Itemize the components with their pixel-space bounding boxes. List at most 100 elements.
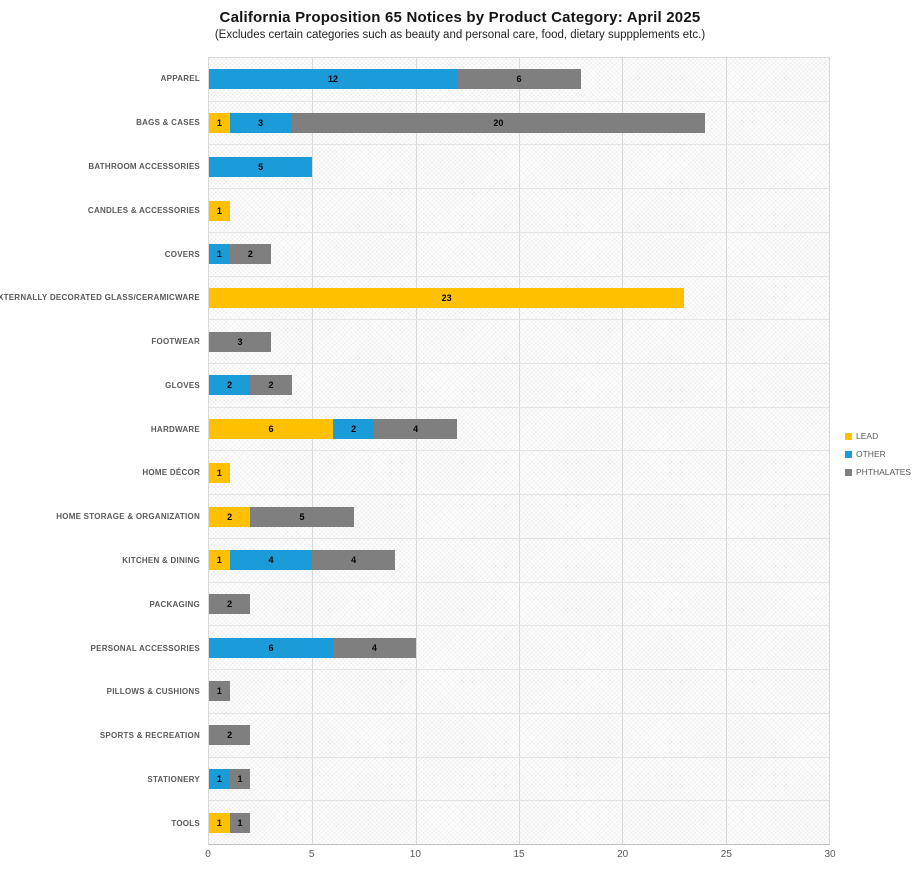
data-label: 2	[227, 380, 233, 391]
plot-rows: 12 6 1 3 20 5 1 1 2 23 3 2 2 6 2 4 1 2 5 1 4 4 2 6 4 1 2 1 1 1 1	[209, 58, 829, 844]
data-label: 1	[216, 817, 222, 828]
x-tick-label: 15	[513, 849, 525, 860]
bar-segment-phthalates: 2	[209, 725, 251, 746]
stacked-bar: 1 4 4	[209, 550, 396, 571]
legend-swatch	[845, 450, 852, 458]
bar-segment-phthalates: 4	[312, 550, 396, 571]
stacked-bar: 1	[209, 462, 230, 483]
data-label: 2	[227, 730, 233, 741]
bar-segment-other: 3	[229, 113, 292, 134]
stacked-bar: 12 6	[209, 69, 581, 90]
data-label: 2	[247, 249, 253, 260]
stacked-bar: 1	[209, 200, 230, 221]
chart-subtitle: (Excludes certain categories such as bea…	[214, 29, 706, 41]
bar-segment-phthalates: 2	[229, 244, 271, 265]
x-axis: 0 5 10 15 20 25 30	[205, 849, 835, 863]
chart-row: 2	[209, 712, 829, 757]
data-label: 1	[216, 118, 222, 129]
category-label: PERSONAL ACCESSORIES	[90, 643, 200, 653]
bar-segment-phthalates: 4	[333, 637, 416, 658]
chart-row: 1	[209, 188, 829, 232]
data-label: 20	[493, 118, 504, 129]
x-tick-label: 20	[617, 849, 629, 860]
bar-segment-phthalates: 20	[291, 113, 705, 134]
stacked-bar: 5	[209, 156, 313, 177]
data-label: 1	[216, 467, 222, 478]
plot-area: 12 6 1 3 20 5 1 1 2 23 3 2 2 6 2 4 1 2 5 1 4 4 2 6 4 1 2 1 1 1 1	[208, 57, 830, 845]
chart-row: 1	[209, 669, 829, 713]
category-label: KITCHEN & DINING	[122, 555, 200, 565]
category-label: PACKAGING	[149, 599, 200, 609]
category-label: TOOLS	[171, 818, 200, 828]
data-label: 2	[351, 424, 357, 435]
bar-segment-lead: 1	[209, 113, 230, 134]
data-label: 4	[268, 555, 274, 566]
data-label: 1	[216, 773, 222, 784]
category-label: STATIONERY	[147, 774, 200, 784]
x-tick-label: 30	[824, 849, 836, 860]
data-label: 1	[216, 686, 222, 697]
bar-segment-phthalates: 1	[209, 681, 230, 702]
category-label: BATHROOM ACCESSORIES	[88, 161, 200, 171]
data-label: 1	[216, 205, 222, 216]
bar-segment-phthalates: 2	[250, 375, 292, 396]
stacked-bar: 3	[209, 331, 271, 352]
bar-segment-phthalates: 6	[457, 69, 581, 90]
bar-segment-phthalates: 3	[209, 331, 271, 352]
category-label: EXTERNALLY DECORATED GLASS/CERAMICWARE	[0, 293, 200, 303]
category-label: CANDLES & ACCESSORIES	[87, 205, 200, 215]
data-label: 4	[413, 424, 419, 435]
data-label: 3	[258, 118, 264, 129]
chart-row: 6 2 4	[209, 406, 829, 451]
data-label: 6	[516, 74, 522, 85]
chart-row: 1 4 4	[209, 537, 829, 582]
bar-segment-other: 4	[229, 550, 313, 571]
stacked-bar: 6 2 4	[209, 419, 457, 440]
data-label: 4	[371, 642, 377, 653]
stacked-bar: 23	[209, 287, 685, 308]
legend-item-lead: LEAD	[845, 431, 911, 441]
bar-segment-phthalates: 2	[209, 593, 251, 614]
bar-segment-other: 1	[209, 244, 230, 265]
data-label: 12	[327, 74, 338, 85]
stacked-bar: 2	[209, 725, 251, 746]
category-label: SPORTS & RECREATION	[99, 731, 200, 741]
data-label: 4	[351, 555, 357, 566]
data-label: 2	[227, 598, 233, 609]
x-tick-label: 5	[308, 849, 315, 860]
category-label: COVERS	[164, 249, 200, 259]
stacked-bar: 2	[209, 593, 251, 614]
data-label: 6	[268, 642, 274, 653]
legend-swatch	[845, 468, 852, 476]
bar-segment-other: 1	[209, 768, 230, 789]
data-label: 1	[216, 555, 222, 566]
category-label: FOOTWEAR	[151, 337, 200, 347]
stacked-bar: 1	[209, 681, 230, 702]
data-label: 1	[237, 773, 243, 784]
bar-segment-lead: 1	[209, 550, 230, 571]
legend-item-phthalates: PHTHALATES	[845, 467, 911, 477]
chart-row: 23	[209, 275, 829, 320]
x-tick-label: 10	[409, 849, 421, 860]
data-label: 23	[441, 292, 452, 303]
data-label: 6	[268, 424, 274, 435]
chart-title: California Proposition 65 Notices by Pro…	[219, 9, 701, 26]
category-label: HARDWARE	[150, 424, 200, 434]
chart-row: 1 3 20	[209, 100, 829, 145]
category-label: BAGS & CASES	[136, 118, 200, 128]
legend: LEAD OTHER PHTHALATES	[845, 431, 911, 477]
legend-label: OTHER	[856, 449, 886, 459]
legend-label: LEAD	[856, 431, 879, 441]
legend-item-other: OTHER	[845, 449, 911, 459]
